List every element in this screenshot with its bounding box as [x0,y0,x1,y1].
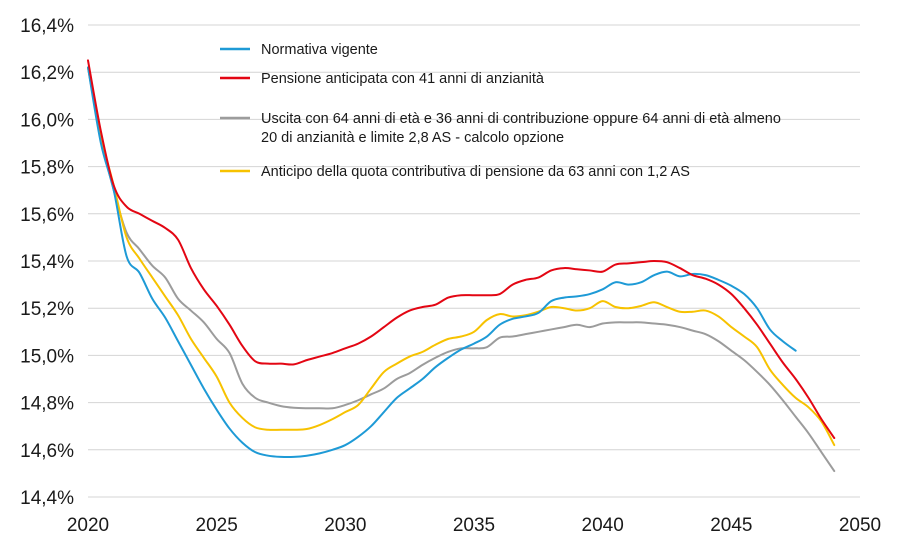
x-axis: 2020 2025 2030 2035 2040 2045 2050 [67,515,881,536]
grid-lines [88,24,860,498]
legend-label-3: 20 di anzianità e limite 2,8 AS - calcol… [261,130,564,146]
x-tick-label: 2030 [324,515,366,536]
y-tick-label: 15,0% [20,346,74,367]
y-tick-label: 15,8% [20,158,74,179]
series-line-4 [87,66,836,447]
y-tick-label: 14,6% [20,441,74,462]
legend-label-3: Uscita con 64 anni di età e 36 anni di c… [261,111,781,127]
y-tick-label: 14,8% [20,394,74,415]
y-tick-label: 16,0% [20,110,74,131]
x-tick-label: 2045 [710,515,752,536]
legend-label-4: Anticipo della quota contributiva di pen… [261,164,690,180]
x-tick-label: 2025 [196,515,238,536]
x-tick-label: 2050 [839,515,881,536]
y-tick-label: 15,6% [20,205,74,226]
y-tick-label: 16,4% [20,16,74,37]
legend-label-1: Normativa vigente [261,42,378,58]
x-tick-label: 2020 [67,515,109,536]
y-tick-label: 15,2% [20,299,74,320]
x-tick-label: 2035 [453,515,495,536]
y-tick-label: 14,4% [20,488,74,509]
series-line-2 [87,59,836,439]
y-tick-label: 15,4% [20,252,74,273]
x-tick-label: 2040 [582,515,624,536]
legend-label-2: Pensione anticipata con 41 anni di anzia… [261,71,545,87]
plot-series [87,59,836,473]
legend: Normativa vigente Pensione anticipata con… [220,42,781,180]
y-tick-label: 16,2% [20,63,74,84]
y-axis: 14,4% 14,6% 14,8% 15,0% 15,2% 15,4% 15,6% 15,8%… [20,16,74,509]
series-line-3 [87,66,836,473]
series-line-1 [87,66,797,459]
